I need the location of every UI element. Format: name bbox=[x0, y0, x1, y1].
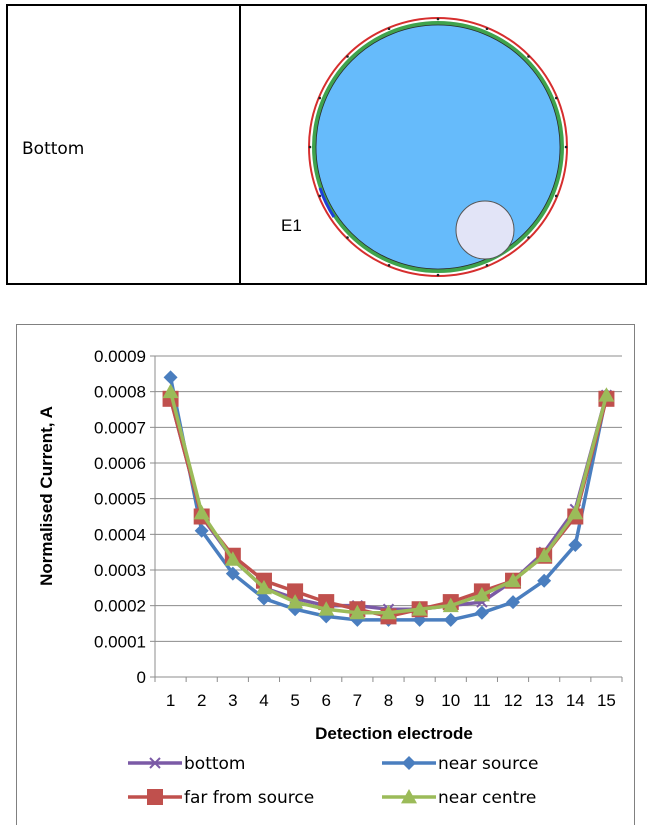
gridlines bbox=[155, 355, 622, 642]
data-point-near-source bbox=[506, 595, 521, 610]
x-tick-label: 9 bbox=[415, 691, 424, 710]
y-axis-title: Normalised Current, A bbox=[37, 406, 56, 586]
x-tick-label: 14 bbox=[566, 691, 585, 710]
electrode-e1 bbox=[318, 187, 336, 218]
data-point-near-source bbox=[474, 605, 489, 620]
series-layer bbox=[162, 370, 615, 627]
electrode-marker bbox=[527, 55, 530, 58]
x-tick-label: 1 bbox=[166, 691, 175, 710]
y-tick-label: 0.0005 bbox=[94, 490, 146, 509]
tank-diagram: E1 bbox=[281, 17, 568, 277]
figure-table: Bottom E1 bbox=[6, 4, 647, 285]
legend-label: far from source bbox=[184, 788, 314, 808]
electrode-marker bbox=[387, 263, 391, 267]
x-tick-label: 15 bbox=[597, 691, 616, 710]
x-tick-label: 4 bbox=[259, 691, 268, 710]
legend: bottom near source far from source near cen… bbox=[128, 754, 539, 808]
chart-frame bbox=[16, 324, 635, 825]
series-near-centre bbox=[162, 383, 615, 620]
legend-marker bbox=[149, 757, 161, 769]
electrode-marker bbox=[527, 236, 530, 239]
electrode-marker bbox=[318, 96, 322, 100]
data-point-near-centre bbox=[411, 601, 428, 616]
x-tick-label: 7 bbox=[353, 691, 362, 710]
data-point-near-centre bbox=[224, 551, 241, 566]
data-point-near-centre bbox=[473, 586, 490, 602]
axes bbox=[150, 355, 623, 682]
x-tick-label: 3 bbox=[228, 691, 237, 710]
data-point-near-source bbox=[256, 591, 271, 606]
electrode-marker bbox=[485, 27, 489, 31]
electrode-marker bbox=[436, 17, 440, 21]
y-tick-label: 0.0009 bbox=[94, 347, 146, 366]
x-tick-label: 10 bbox=[441, 691, 460, 710]
y-tick-label: 0 bbox=[137, 668, 146, 687]
electrode-label: E1 bbox=[281, 216, 302, 235]
electrode-marker bbox=[554, 194, 558, 198]
series-far-from-source bbox=[162, 390, 615, 625]
table-divider bbox=[239, 6, 241, 283]
legend-marker bbox=[401, 789, 417, 804]
data-point-near-source bbox=[163, 370, 178, 385]
x-axis-title: Detection electrode bbox=[315, 724, 473, 743]
data-point-near-centre bbox=[287, 594, 304, 609]
x-tick-label: 11 bbox=[473, 691, 491, 710]
data-point-near-centre bbox=[162, 383, 179, 399]
legend-label: bottom bbox=[184, 754, 245, 774]
x-tick-label: 6 bbox=[321, 691, 330, 710]
data-point-near-centre bbox=[349, 604, 366, 620]
y-tick-label: 0.0002 bbox=[94, 597, 146, 616]
x-tick-label: 5 bbox=[290, 691, 299, 710]
electrode-marker bbox=[346, 55, 349, 58]
x-tick-label: 13 bbox=[535, 691, 554, 710]
data-point-near-source bbox=[537, 573, 552, 588]
electrode-marker bbox=[485, 263, 489, 267]
data-point-near-centre bbox=[598, 387, 615, 402]
data-point-near-source bbox=[225, 566, 240, 581]
data-point-near-centre bbox=[442, 597, 459, 613]
data-point-near-centre bbox=[255, 579, 272, 595]
y-tick-label: 0.0008 bbox=[94, 383, 146, 402]
electrode-marker bbox=[387, 27, 391, 31]
legend-item-near-centre: near centre bbox=[382, 788, 536, 808]
data-point-far-from-source bbox=[287, 583, 304, 600]
y-tick-label: 0.0003 bbox=[94, 561, 146, 580]
legend-marker bbox=[402, 756, 416, 770]
y-tick-label: 0.0007 bbox=[94, 418, 146, 437]
y-tick-label: 0.0006 bbox=[94, 454, 146, 473]
row-label: Bottom bbox=[22, 139, 85, 159]
data-point-near-source bbox=[194, 523, 209, 538]
electrode-marker bbox=[346, 236, 349, 239]
inclusion-object bbox=[455, 200, 515, 260]
data-point-near-centre bbox=[318, 601, 335, 616]
electrode-marker bbox=[308, 145, 312, 149]
data-point-near-source bbox=[568, 538, 583, 553]
legend-marker bbox=[147, 789, 163, 805]
data-point-near-centre bbox=[193, 504, 210, 520]
x-tick-label: 2 bbox=[197, 691, 206, 710]
electrode-marker bbox=[318, 194, 322, 198]
y-tick-label: 0.0001 bbox=[94, 632, 146, 651]
electrode-marker bbox=[564, 145, 568, 149]
data-point-near-centre bbox=[505, 572, 522, 588]
legend-item-far-from-source: far from source bbox=[128, 788, 314, 808]
data-point-near-centre bbox=[536, 547, 553, 563]
legend-label: near centre bbox=[438, 788, 536, 808]
tick-labels: 0 0.0001 0.0002 0.0003 0.0004 0.0005 0.0006 0.0… bbox=[94, 347, 616, 710]
x-tick-label: 8 bbox=[384, 691, 393, 710]
x-tick-label: 12 bbox=[504, 691, 523, 710]
electrode-marker bbox=[436, 273, 440, 277]
legend-item-bottom: bottom bbox=[128, 754, 245, 774]
legend-label: near source bbox=[438, 754, 539, 774]
electrode-marker bbox=[554, 96, 558, 100]
electrode-markers bbox=[308, 17, 568, 277]
data-point-near-centre bbox=[380, 604, 397, 620]
y-tick-label: 0.0004 bbox=[94, 525, 146, 544]
data-point-near-source bbox=[443, 612, 458, 627]
legend-item-near-source: near source bbox=[382, 754, 539, 774]
data-point-near-centre bbox=[567, 504, 584, 520]
